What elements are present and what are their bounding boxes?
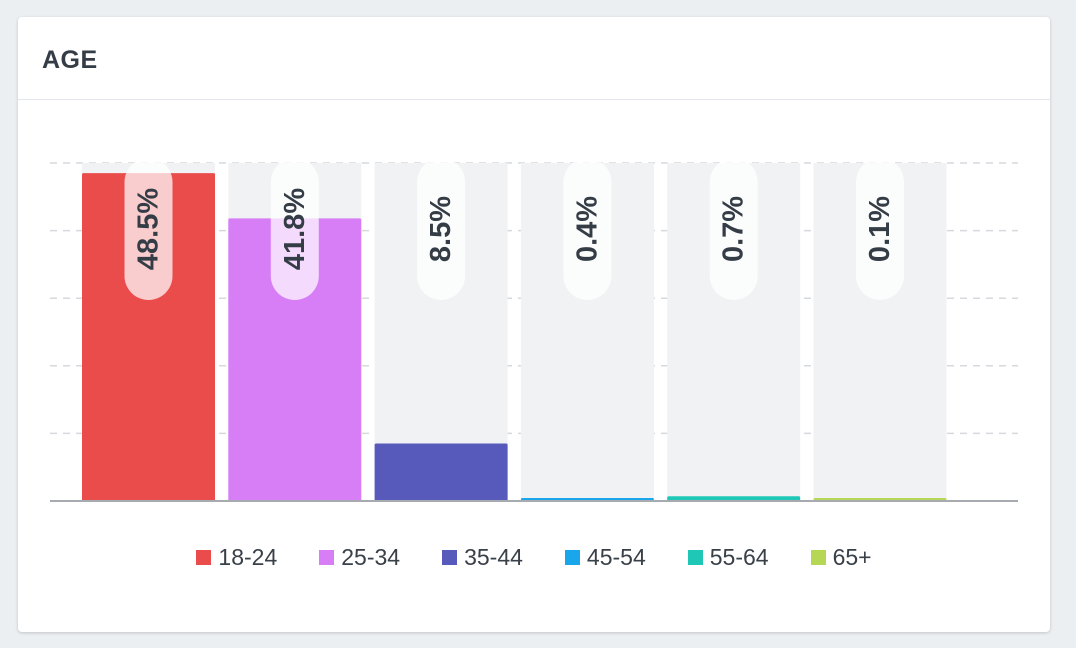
- value-label-25-34: 41.8%: [270, 157, 319, 300]
- legend-item-25-34[interactable]: 25-34: [319, 544, 400, 571]
- value-label-45-54: 0.4%: [563, 158, 612, 301]
- bar-25-34[interactable]: [228, 218, 362, 501]
- legend-swatch: [810, 550, 826, 565]
- legend-label: 55-64: [709, 544, 769, 570]
- value-label-text: 8.5%: [425, 196, 457, 262]
- legend-item-65+[interactable]: 65+: [810, 544, 872, 571]
- legend-label: 25-34: [341, 544, 401, 570]
- legend-label: 18-24: [218, 544, 278, 570]
- legend-item-18-24[interactable]: 18-24: [196, 544, 277, 571]
- legend-swatch: [687, 550, 703, 565]
- value-label-55-64: 0.7%: [709, 158, 758, 300]
- age-bar-chart: 48.5% 41.8% 8.5% 0.4% 0.7% 0.1%: [50, 157, 1018, 502]
- bar-55-64[interactable]: [667, 496, 801, 501]
- value-label-text: 0.7%: [718, 196, 750, 262]
- value-label-65+: 0.1%: [856, 158, 904, 300]
- value-label-text: 41.8%: [279, 188, 311, 270]
- value-label-18-24: 48.5%: [124, 158, 173, 300]
- value-label-text: 0.4%: [571, 196, 603, 262]
- value-label-35-44: 8.5%: [417, 158, 466, 300]
- bar-35-44[interactable]: [374, 443, 508, 501]
- bar-18-24[interactable]: [82, 173, 215, 501]
- legend-swatch: [442, 550, 458, 565]
- legend-item-55-64[interactable]: 55-64: [687, 544, 769, 571]
- legend-label: 35-44: [464, 544, 523, 570]
- legend-label: 45-54: [586, 544, 646, 570]
- legend-swatch: [196, 550, 212, 565]
- legend-label: 65+: [832, 544, 872, 570]
- legend-swatch: [564, 550, 580, 565]
- legend-swatch: [319, 550, 335, 565]
- chart-legend: 18-24 25-34 35-44 45-54 55-64 65+: [18, 544, 1050, 571]
- value-label-text: 48.5%: [133, 188, 165, 270]
- legend-item-45-54[interactable]: 45-54: [564, 544, 646, 571]
- card-header: AGE: [18, 17, 1050, 100]
- age-card: AGE 48.5% 41.8% 8.5% 0.4% 0.7% 0.1% 18-24 25-3…: [18, 17, 1050, 632]
- value-label-text: 0.1%: [864, 196, 896, 262]
- legend-item-35-44[interactable]: 35-44: [442, 544, 523, 571]
- card-title: AGE: [42, 46, 98, 74]
